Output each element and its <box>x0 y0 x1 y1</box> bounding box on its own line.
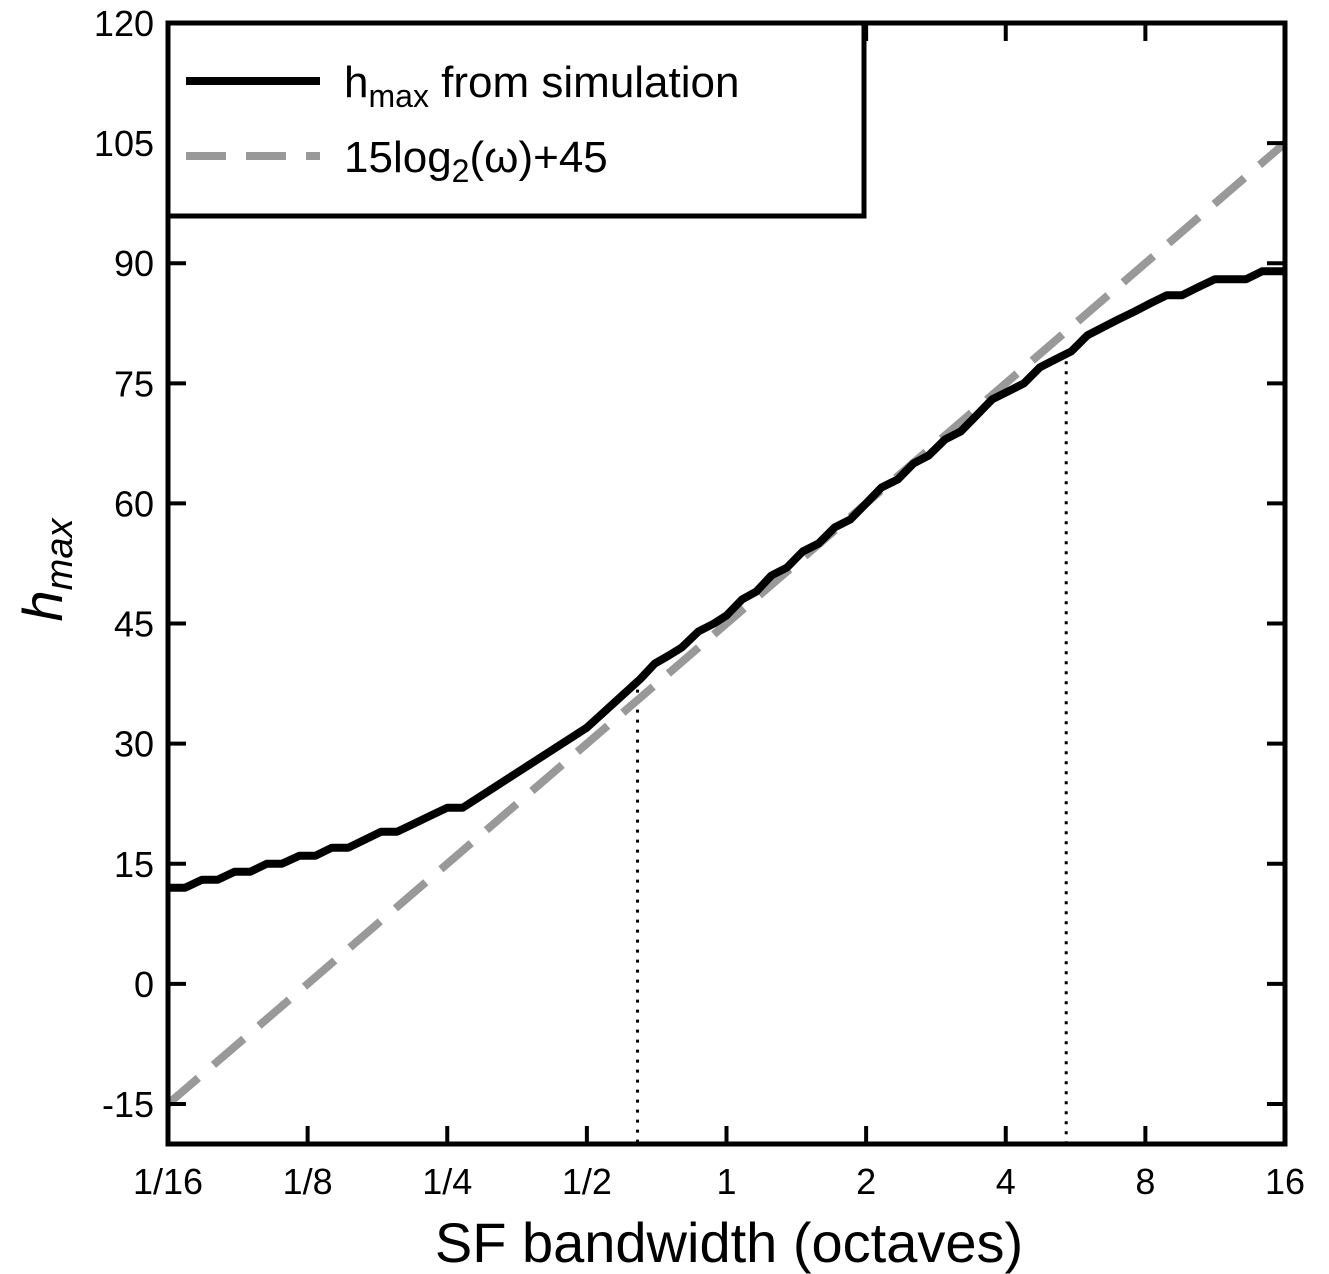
legend: hmax from simulation 15log2(ω)+45 <box>165 20 867 219</box>
legend-label-simulation: hmax from simulation <box>344 58 739 114</box>
y-axis-title: hmax <box>11 517 81 622</box>
series-line-simulation <box>168 267 1285 892</box>
x-tick-label-1: 1 <box>716 1161 736 1202</box>
legend-box <box>165 20 867 219</box>
legend-label-fit-sub: 2 <box>452 153 470 189</box>
axes-layer: -15 0 15 30 45 60 75 90 105 120 1/16 1/8 1/4 1/2 1 2 4 8 1… <box>94 3 1305 1202</box>
x-tick-label-16: 16 <box>1265 1161 1305 1202</box>
legend-label-simulation-rest: from simulation <box>429 58 740 107</box>
legend-label-simulation-main: h <box>344 58 368 107</box>
y-tick-label--15: -15 <box>102 1084 154 1125</box>
y-tick-label-0: 0 <box>134 964 154 1005</box>
x-tick-label-2: 2 <box>856 1161 876 1202</box>
y-tick-label-75: 75 <box>114 363 154 404</box>
x-tick-label-1/2: 1/2 <box>562 1161 612 1202</box>
series-layer <box>168 140 1285 1108</box>
legend-label-fit-pre: 15log <box>344 133 452 182</box>
legend-label-fit: 15log2(ω)+45 <box>344 133 608 189</box>
x-tick-label-4: 4 <box>996 1161 1016 1202</box>
y-tick-label-105: 105 <box>94 123 154 164</box>
y-axis-title-sub: max <box>39 517 81 591</box>
y-tick-label-15: 15 <box>114 844 154 885</box>
dotted-reference-lines <box>636 351 1068 1144</box>
y-tick-label-120: 120 <box>94 3 154 44</box>
x-tick-label-1/4: 1/4 <box>422 1161 472 1202</box>
legend-label-simulation-sub: max <box>368 78 428 114</box>
legend-label-fit-post: (ω)+45 <box>469 133 607 182</box>
x-tick-label-1/8: 1/8 <box>283 1161 333 1202</box>
series-line-fit <box>168 140 1285 1108</box>
x-axis-title: SF bandwidth (octaves) <box>435 1211 1023 1274</box>
x-tick-label-8: 8 <box>1135 1161 1155 1202</box>
x-tick-label-1/16: 1/16 <box>133 1161 203 1202</box>
y-tick-label-30: 30 <box>114 724 154 765</box>
y-tick-label-60: 60 <box>114 483 154 524</box>
y-tick-label-90: 90 <box>114 243 154 284</box>
y-axis-title-main: h <box>11 590 74 621</box>
y-tick-label-45: 45 <box>114 604 154 645</box>
